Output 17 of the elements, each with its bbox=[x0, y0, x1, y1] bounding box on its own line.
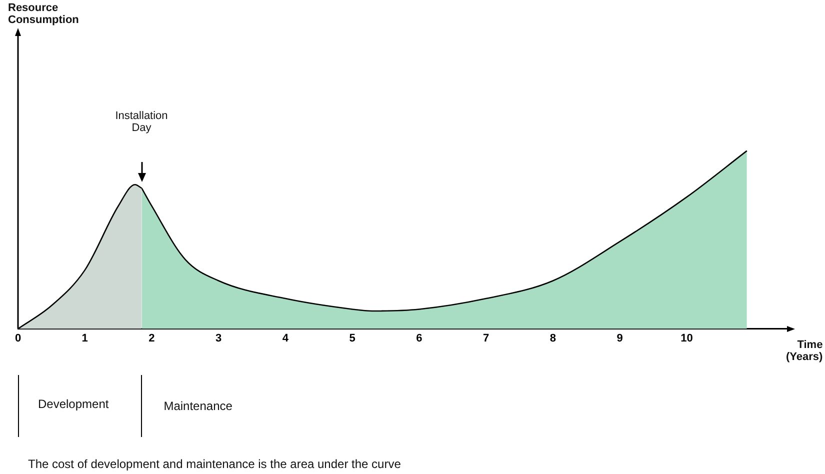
text: The cost of development and maintenance is the area under the curve bbox=[28, 456, 401, 471]
x-axis-title: Time (Years) bbox=[786, 338, 823, 363]
x-tick-label: 9 bbox=[616, 332, 623, 344]
text: Resource Consumption bbox=[8, 2, 79, 26]
x-tick-label: 1 bbox=[82, 332, 88, 344]
x-tick-label: 10 bbox=[680, 332, 693, 344]
x-tick-label: 3 bbox=[216, 332, 222, 344]
text: Development bbox=[38, 396, 109, 411]
x-tick-label: 7 bbox=[483, 332, 490, 344]
x-tick-label: 4 bbox=[282, 332, 290, 344]
text: Installation Day bbox=[115, 110, 168, 134]
x-tick-label: 8 bbox=[550, 332, 556, 344]
x-tick-label: 6 bbox=[416, 332, 422, 344]
x-tick-label: 2 bbox=[148, 332, 155, 344]
x-tick-label: 5 bbox=[349, 332, 356, 344]
text: Maintenance bbox=[164, 398, 232, 413]
x-tick-label: 0 bbox=[14, 332, 22, 344]
